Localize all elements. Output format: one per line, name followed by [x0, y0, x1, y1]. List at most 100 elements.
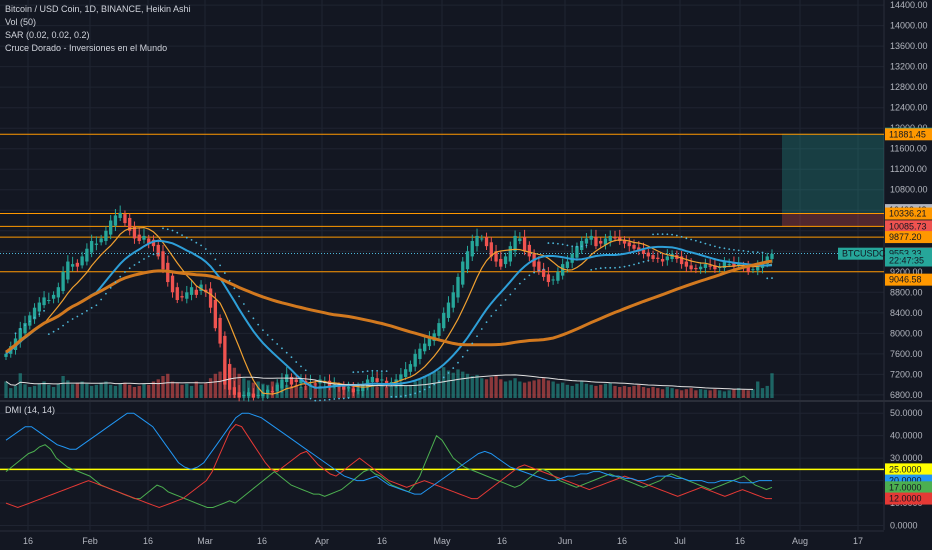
- candle-body: [375, 378, 379, 383]
- candle-body: [66, 261, 70, 280]
- symbol-badge-label: BTCUSDC: [842, 249, 886, 259]
- candle-body: [237, 392, 241, 398]
- candle-body: [99, 238, 103, 243]
- candle-body: [665, 256, 669, 261]
- sar-dot: [276, 343, 279, 345]
- volume-bar: [556, 383, 560, 398]
- ma-slow-line: [5, 259, 773, 354]
- sar-dot: [333, 398, 336, 400]
- price-tick-label: 8800.00: [890, 287, 923, 297]
- volume-bar: [189, 385, 194, 398]
- sar-dot: [300, 365, 302, 368]
- candle-body: [327, 380, 332, 388]
- candle-body: [584, 238, 589, 244]
- time-tick-label: 16: [257, 536, 267, 546]
- sar-dot: [262, 329, 264, 332]
- candle-body: [313, 383, 317, 385]
- time-tick-label: Apr: [315, 536, 329, 546]
- candle-body: [670, 253, 674, 259]
- candle-body: [89, 241, 94, 253]
- candle-body: [565, 261, 570, 268]
- candle-body: [180, 296, 184, 298]
- sar-dot: [342, 397, 345, 400]
- volume-bar: [641, 387, 646, 398]
- candle-body: [751, 269, 755, 271]
- sar-dot: [223, 272, 226, 274]
- candle-body: [85, 248, 89, 262]
- volume-bar: [113, 385, 118, 398]
- volume-bar: [446, 370, 451, 398]
- volume-bar: [123, 382, 127, 398]
- volume-bar: [508, 380, 512, 398]
- sar-dot: [666, 233, 669, 236]
- candle-body: [770, 253, 774, 259]
- dmi-tick-label: 0.0000: [890, 521, 918, 531]
- volume-bar: [484, 379, 489, 398]
- candle-body: [627, 242, 631, 247]
- volume-bar: [370, 385, 375, 398]
- legend-sar: SAR (0.02, 0.02, 0.2): [5, 30, 90, 40]
- volume-bar: [465, 373, 470, 398]
- sar-dot: [295, 361, 298, 363]
- volume-bar: [480, 378, 484, 398]
- sar-dot: [190, 238, 193, 241]
- volume-bar: [132, 387, 137, 398]
- volume-bar: [365, 384, 370, 398]
- candle-body: [104, 230, 108, 242]
- candle-body: [484, 237, 489, 247]
- candle-body: [142, 235, 146, 240]
- sar-dot: [309, 397, 312, 400]
- volume-bar: [760, 388, 765, 398]
- price-tag-label: 22:47:35: [889, 256, 924, 266]
- sar-dot: [561, 243, 564, 246]
- candle-body: [185, 292, 189, 299]
- sar-dot: [485, 321, 488, 324]
- time-tick-label: 16: [23, 536, 33, 546]
- volume-bar: [503, 381, 508, 398]
- volume-bar: [603, 383, 608, 398]
- volume-bar: [717, 390, 722, 398]
- candle-body: [56, 287, 61, 298]
- volume-bar: [185, 383, 189, 398]
- price-tick-label: 11600.00: [890, 144, 927, 154]
- volume-bar: [128, 384, 132, 398]
- price-tick-label: 12400.00: [890, 103, 928, 113]
- sar-dot: [542, 268, 545, 271]
- dmi-value-tag: [885, 481, 932, 494]
- ma-mid-line: [5, 239, 773, 389]
- price-tick-label: 9200.00: [890, 267, 923, 277]
- sar-dot: [552, 242, 555, 245]
- sar-dot: [723, 247, 726, 250]
- sar-dot: [471, 342, 474, 345]
- sar-dot: [228, 279, 231, 282]
- volume-bar: [218, 371, 222, 398]
- candle-body: [756, 266, 760, 271]
- sar-dot: [761, 251, 764, 254]
- volume-bar: [323, 387, 327, 398]
- candle-body: [361, 384, 365, 392]
- candle-body: [227, 364, 232, 390]
- sar-dot: [281, 347, 283, 350]
- sar-dot: [438, 380, 440, 383]
- candle-body: [613, 237, 617, 239]
- candle-body: [413, 353, 417, 367]
- sar-dot: [143, 258, 145, 260]
- candle-body: [380, 379, 384, 381]
- candle-body: [451, 292, 455, 308]
- volume-bar: [599, 384, 603, 398]
- sar-dot: [81, 312, 84, 315]
- sar-dot: [57, 328, 60, 330]
- sar-dot: [185, 236, 188, 239]
- sar-dot: [38, 313, 41, 316]
- price-tick-label: 14000.00: [890, 21, 928, 31]
- candle-body: [518, 238, 522, 242]
- candle-body: [242, 394, 246, 397]
- volume-bar: [541, 378, 546, 398]
- candle-body: [603, 238, 608, 245]
- sar-dot: [671, 233, 673, 236]
- candle-body: [632, 244, 636, 249]
- sar-dot: [557, 242, 559, 245]
- dmi-tick-label: 40.0000: [890, 431, 923, 441]
- volume-bar: [675, 389, 679, 398]
